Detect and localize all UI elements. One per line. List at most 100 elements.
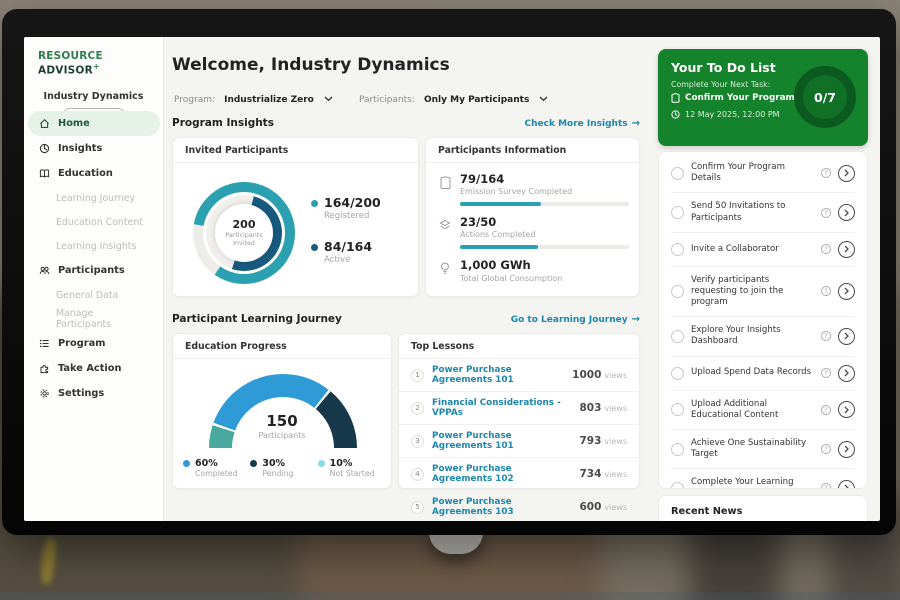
check-more-insights-link[interactable]: Check More Insights → — [525, 118, 640, 129]
sidebar: RESOURCE ADVISOR+ Industry Dynamics Spon… — [24, 37, 164, 521]
task-label: Verify participants requesting to join t… — [691, 274, 784, 308]
donut-center: 200 Participants Invited — [215, 204, 273, 262]
views-label: views — [604, 503, 627, 512]
task-checkbox[interactable] — [671, 403, 684, 417]
sidebar-item-general-data[interactable]: General Data — [28, 283, 160, 307]
info-icon[interactable]: ? — [821, 483, 831, 488]
views-count: 803 — [579, 402, 602, 414]
registered-value: 164/200 — [324, 195, 381, 210]
task-checkbox[interactable] — [671, 242, 684, 256]
sidebar-item-home[interactable]: Home — [28, 111, 160, 136]
lesson-row: 3 Power Purchase Agreements 101 793 views — [399, 425, 639, 458]
invited-total: 200 — [232, 217, 256, 231]
task-checkbox[interactable] — [671, 481, 684, 488]
task-label: Upload Spend Data Records — [691, 367, 812, 378]
lesson-views: 803 views — [579, 402, 627, 414]
participants-filter[interactable]: Participants: Only My Participants — [359, 87, 548, 106]
program-filter-label: Program: — [174, 95, 216, 105]
task-go-button[interactable] — [838, 164, 855, 182]
lesson-link[interactable]: Power Purchase Agreements 103 — [432, 497, 514, 517]
pending-pct: 30% — [262, 457, 286, 469]
monitor-bezel: RESOURCE ADVISOR+ Industry Dynamics Spon… — [2, 9, 896, 535]
info-icon[interactable]: ? — [821, 368, 831, 379]
task-go-button[interactable] — [838, 479, 855, 488]
task-go-button[interactable] — [838, 401, 855, 419]
chevron-down-icon[interactable] — [539, 96, 548, 102]
task-go-button[interactable] — [838, 204, 855, 222]
lesson-link[interactable]: Power Purchase Agreements 101 — [432, 431, 514, 451]
sidebar-item-education[interactable]: Education — [28, 161, 160, 186]
sidebar-item-participants[interactable]: Participants — [28, 258, 160, 283]
sidebar-item-program[interactable]: Program — [28, 331, 160, 356]
task-go-button[interactable] — [838, 364, 855, 382]
recent-news-title: Recent News — [671, 506, 855, 521]
task-checkbox[interactable] — [671, 166, 684, 180]
invited-participants-donut: 200 Participants Invited — [193, 182, 295, 284]
active-value: 84/164 — [324, 239, 373, 254]
task-go-button[interactable] — [838, 440, 855, 458]
task-go-button[interactable] — [838, 282, 855, 300]
actions-bar-fill — [460, 245, 538, 250]
sidebar-item-label: Home — [58, 118, 90, 129]
program-insights-title: Program Insights — [172, 117, 274, 129]
task-checkbox[interactable] — [671, 206, 684, 220]
sidebar-item-learning-insights[interactable]: Learning Insights — [28, 234, 160, 258]
lesson-rank: 5 — [411, 500, 424, 514]
lesson-link[interactable]: Power Purchase Agreements 101 — [432, 365, 514, 385]
lesson-link[interactable]: Power Purchase Agreements 102 — [432, 464, 514, 484]
todo-subtitle: Complete Your Next Task: — [671, 80, 771, 89]
info-icon[interactable]: ? — [821, 404, 831, 415]
task-row: Confirm Your Program Details ? — [671, 154, 855, 192]
task-label: Invite a Collaborator — [691, 243, 779, 254]
sidebar-item-take-action[interactable]: Take Action — [28, 356, 160, 381]
list-icon — [38, 338, 50, 350]
consumption-label: Total Global Consumption — [460, 273, 563, 283]
active-legend: 84/164 Active — [311, 240, 372, 265]
views-label: views — [604, 470, 627, 479]
info-icon[interactable]: ? — [821, 168, 831, 179]
lesson-row: 2 Financial Considerations - VPPAs 803 vi… — [399, 392, 639, 425]
sidebar-item-education-content[interactable]: Education Content — [28, 210, 160, 234]
todo-progress-count: 0/7 — [814, 89, 836, 105]
sidebar-item-label: General Data — [56, 289, 119, 301]
sidebar-item-settings[interactable]: Settings — [28, 381, 160, 406]
check-more-insights-label: Check More Insights — [524, 119, 628, 129]
sidebar-item-label: Learning Journey — [56, 192, 136, 204]
invited-total-label: Participants Invited — [225, 231, 263, 247]
lesson-row: 4 Power Purchase Agreements 102 734 views — [399, 458, 639, 491]
task-go-button[interactable] — [838, 327, 855, 345]
sidebar-item-insights[interactable]: Insights — [28, 136, 160, 161]
sidebar-item-label: Insights — [58, 143, 103, 154]
task-checkbox[interactable] — [671, 329, 684, 343]
survey-bar-fill — [460, 202, 542, 207]
top-lessons-title: Top Lessons — [399, 334, 639, 359]
lesson-views: 1000 views — [572, 369, 627, 381]
task-go-button[interactable] — [838, 240, 855, 258]
info-icon[interactable]: ? — [821, 207, 831, 218]
chevron-down-icon[interactable] — [324, 96, 333, 102]
stat-row: 79/164 Emission Survey Completed — [426, 163, 639, 207]
lesson-rank: 2 — [411, 401, 424, 415]
program-filter[interactable]: Program: Industrialize Zero — [174, 87, 333, 106]
gauge-dot-0 — [183, 459, 190, 467]
clipboard-icon — [438, 173, 452, 206]
info-icon[interactable]: ? — [821, 331, 831, 342]
info-icon[interactable]: ? — [821, 286, 831, 297]
sidebar-item-learning-journey[interactable]: Learning Journey — [28, 186, 160, 210]
views-label: views — [604, 404, 627, 413]
task-checkbox[interactable] — [671, 366, 684, 380]
sidebar-item-manage-participants[interactable]: Manage Participants — [28, 307, 160, 331]
info-icon[interactable]: ? — [821, 244, 831, 255]
task-checkbox[interactable] — [671, 442, 684, 456]
info-icon[interactable]: ? — [821, 444, 831, 455]
sidebar-item-label: Education Content — [56, 216, 143, 228]
participants-information-card: Participants Information 79/164 Emission… — [425, 137, 640, 297]
lesson-row: 1 Power Purchase Agreements 101 1000 view… — [399, 359, 639, 392]
gear-icon — [38, 388, 50, 400]
invited-participants-card: Invited Participants 200 Participants In… — [172, 137, 419, 297]
lesson-link[interactable]: Financial Considerations - VPPAs — [432, 398, 561, 418]
task-checkbox[interactable] — [671, 284, 684, 298]
task-row: Achieve One Sustainability Target ? — [671, 428, 855, 468]
go-to-learning-journey-link[interactable]: Go to Learning Journey → — [511, 314, 640, 325]
task-label: Achieve One Sustainability Target — [691, 437, 807, 460]
